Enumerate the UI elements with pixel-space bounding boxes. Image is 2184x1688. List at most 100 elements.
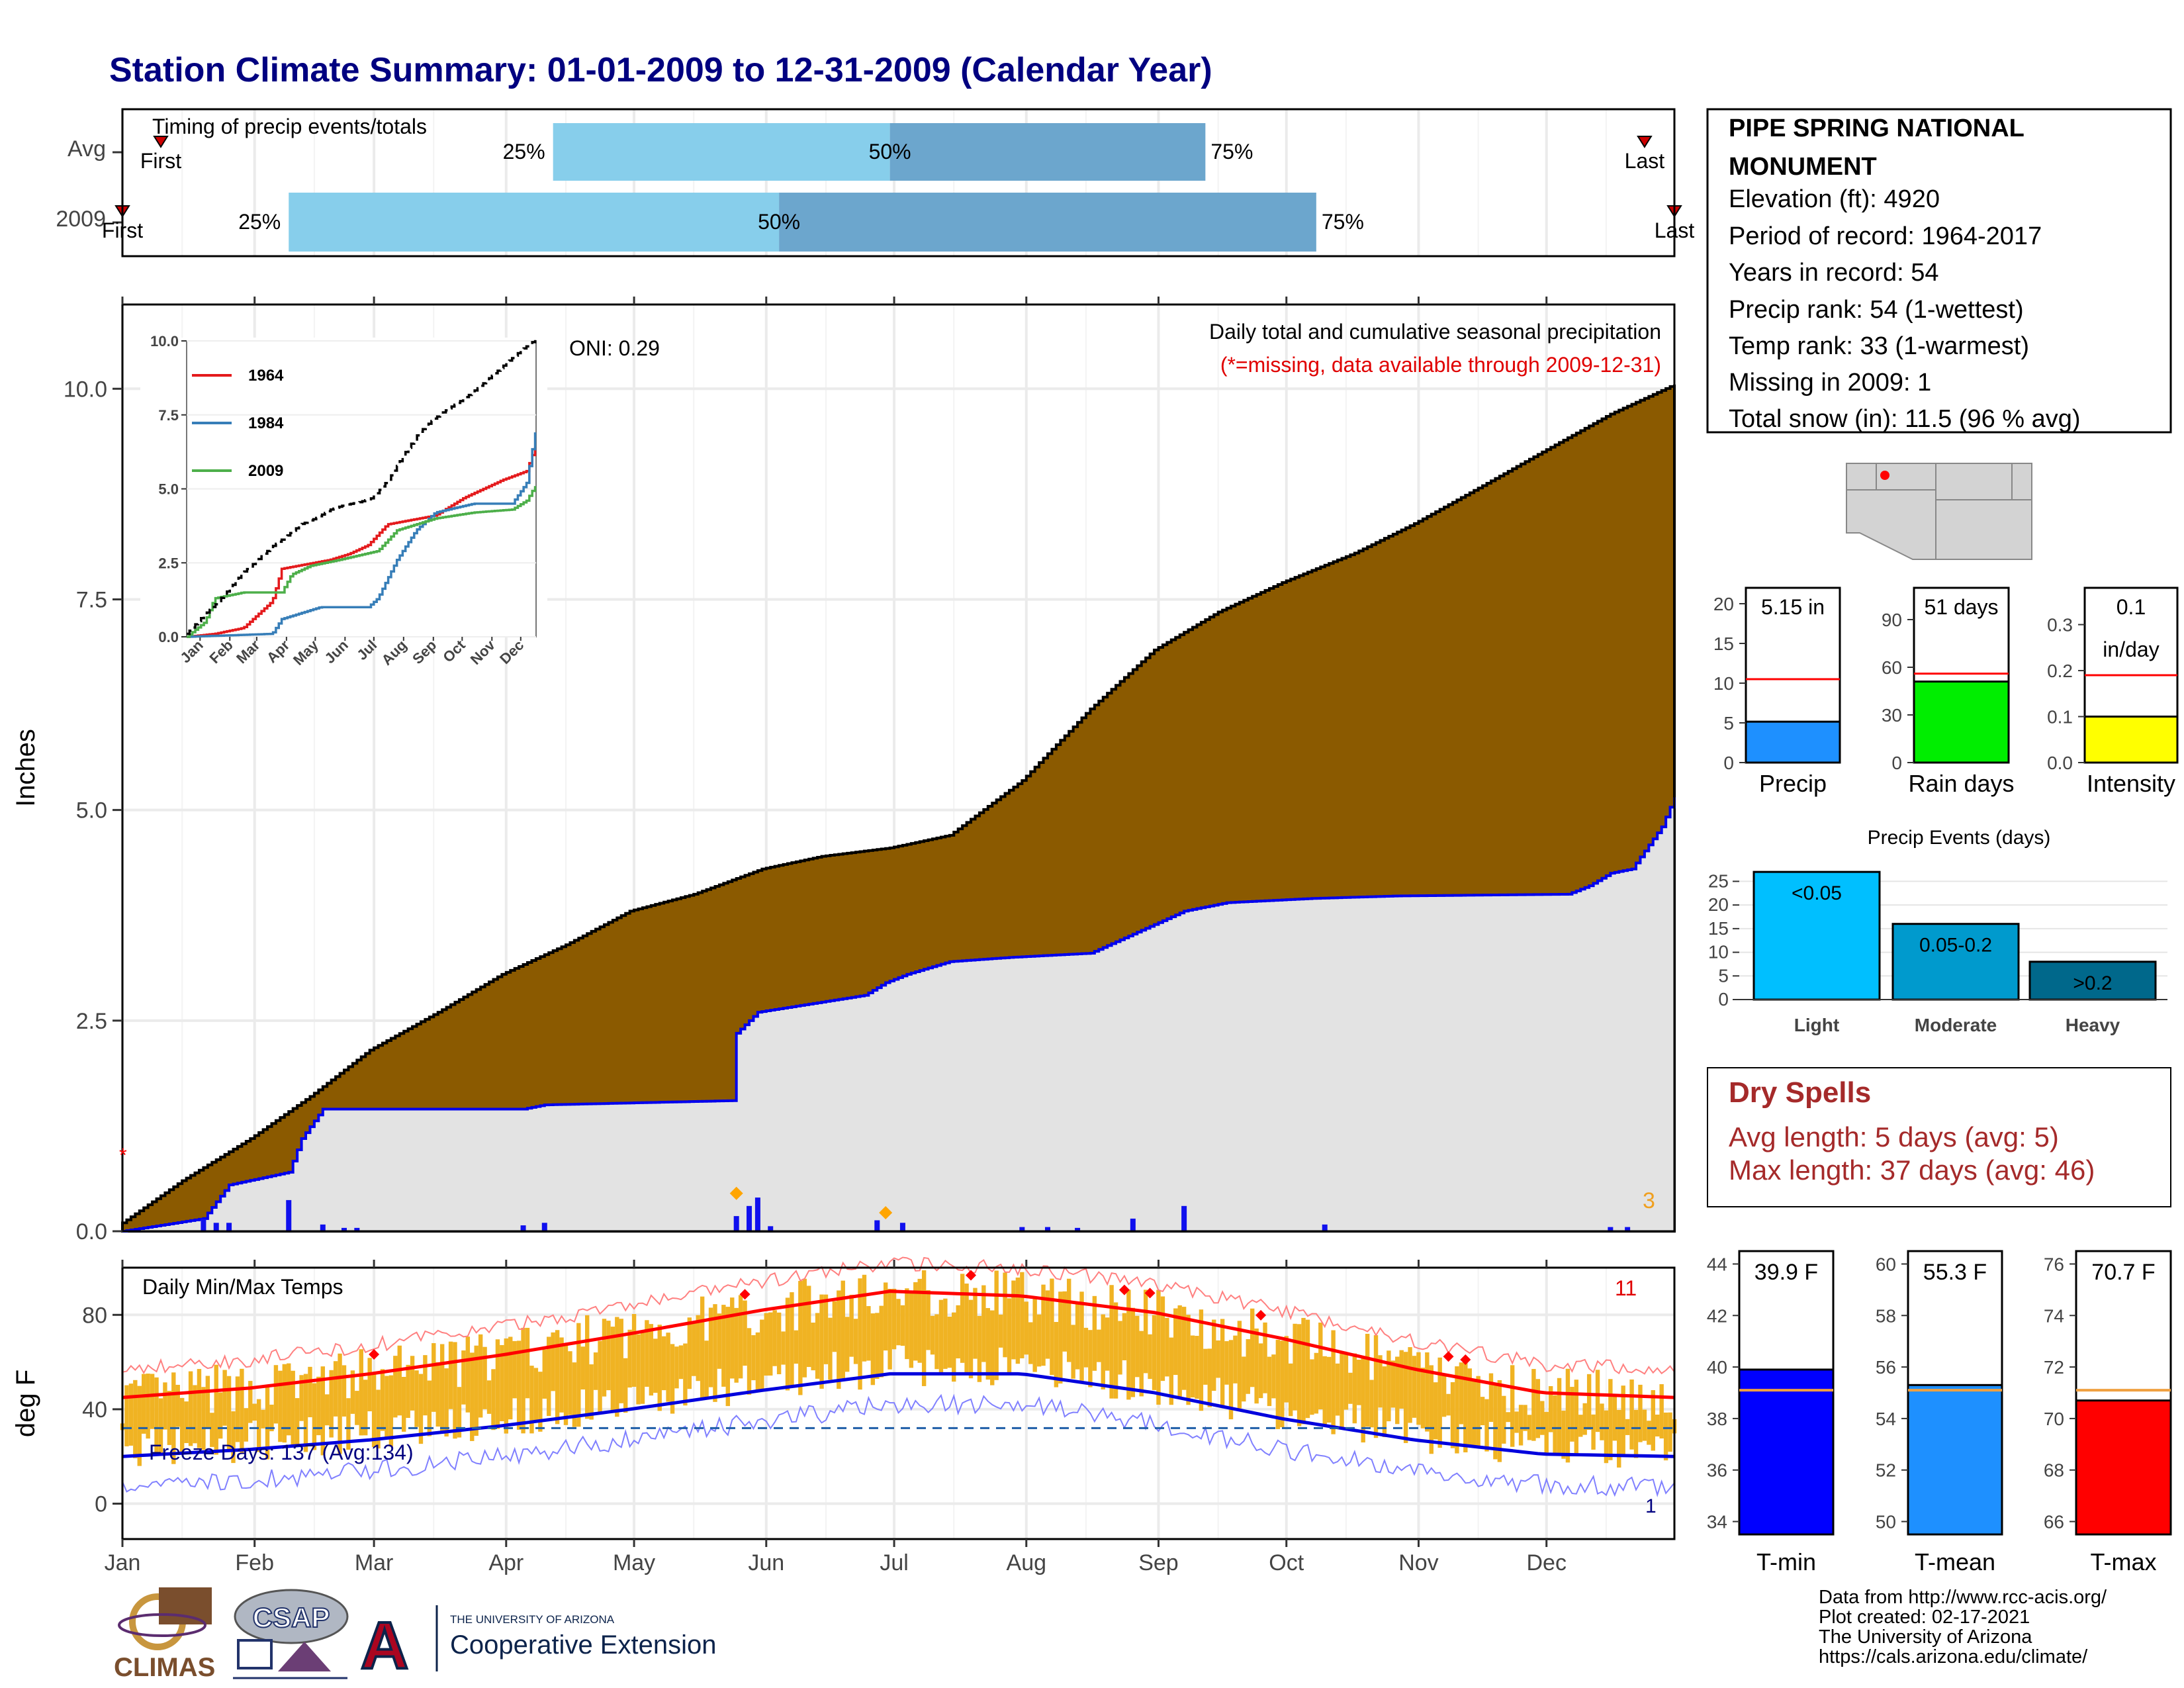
daily-temp-bar: [287, 1363, 291, 1436]
precip-ytick-label-2: 5.0: [76, 798, 107, 823]
temp-tick-label-0: 34: [1707, 1512, 1727, 1532]
daily-temp-bar: [393, 1356, 398, 1418]
temp-count-label: 11: [1615, 1276, 1637, 1300]
timing-bar-25-50: [289, 193, 780, 252]
summary-tick-label-0: 15: [1713, 633, 1734, 654]
daily-temp-bar: [1032, 1297, 1037, 1372]
daily-temp-bar: [1621, 1385, 1625, 1455]
summary-tick-label-1: 60: [1882, 657, 1902, 678]
daily-temp-bar: [1493, 1384, 1498, 1460]
daily-temp-bar: [516, 1340, 522, 1430]
daily-temp-bar: [1523, 1405, 1527, 1431]
precip-ytick-label-4: 10.0: [64, 377, 107, 402]
daily-temp-bar: [917, 1278, 922, 1363]
daily-precip-bar: [201, 1218, 206, 1231]
daily-temp-bar: [1544, 1411, 1549, 1454]
daily-temp-bar: [1565, 1368, 1570, 1463]
daily-temp-bar: [295, 1398, 300, 1446]
temp-ytick-label-2: 80: [82, 1303, 107, 1328]
daily-temp-bar: [747, 1328, 752, 1395]
daily-temp-bar: [1395, 1356, 1400, 1425]
station-years: Years in record: 54: [1729, 259, 1939, 287]
daily-temp-bar: [1625, 1419, 1630, 1435]
station-info-box: PIPE SPRING NATIONAL MONUMENT Elevation (…: [1706, 108, 2172, 434]
summary-value-label-1: 51 days: [1924, 595, 1998, 619]
daily-temp-bar: [913, 1282, 918, 1361]
daily-temp-bar: [1092, 1295, 1097, 1371]
daily-temp-bar: [615, 1317, 619, 1417]
daily-temp-bar: [1007, 1298, 1012, 1375]
daily-temp-bar: [188, 1371, 193, 1446]
daily-temp-bar: [167, 1391, 172, 1445]
month-label-9: Oct: [1269, 1550, 1304, 1575]
events-category-label-0: Light: [1794, 1015, 1839, 1035]
daily-temp-bar: [1105, 1317, 1110, 1371]
ua-logo-letter: A: [361, 1609, 408, 1683]
daily-temp-bar: [610, 1327, 615, 1413]
daily-temp-bar: [1497, 1380, 1502, 1462]
daily-temp-bar: [1271, 1354, 1276, 1399]
daily-precip-bar: [1181, 1205, 1187, 1231]
daily-temp-bar: [359, 1349, 363, 1436]
daily-precip-bar: [874, 1220, 880, 1231]
daily-temp-bar: [704, 1340, 709, 1398]
summary-tick-label-1: 90: [1882, 610, 1902, 630]
daily-temp-bar: [623, 1358, 628, 1413]
temp-bar-label-1: T-mean: [1915, 1548, 1995, 1575]
inset-line-1984: [187, 432, 537, 638]
daily-temp-bar: [1066, 1278, 1071, 1362]
daily-temp-bar: [952, 1312, 956, 1382]
daily-temp-bar: [205, 1376, 210, 1428]
daily-temp-bar: [312, 1383, 317, 1450]
missing-marker: *: [119, 1145, 127, 1166]
daily-temp-bar: [529, 1366, 534, 1434]
daily-temp-bar: [124, 1385, 129, 1446]
station-elevation: Elevation (ft): 4920: [1729, 185, 1940, 213]
station-snow: Total snow (in): 11.5 (96 % avg): [1729, 405, 2081, 433]
daily-temp-bar: [1484, 1399, 1489, 1452]
daily-temp-bar: [1148, 1334, 1152, 1380]
daily-temp-bar: [725, 1307, 731, 1407]
daily-precip-bar: [320, 1224, 326, 1231]
daily-precip-bar: [1130, 1218, 1136, 1231]
daily-temp-bar: [355, 1391, 359, 1425]
daily-temp-bar: [1472, 1379, 1477, 1448]
record-high-marker: [966, 1270, 977, 1281]
daily-temp-bar: [1502, 1395, 1506, 1444]
daily-temp-bar: [875, 1313, 880, 1379]
daily-temp-bar: [533, 1368, 539, 1421]
daily-temp-bar: [133, 1380, 138, 1458]
summary-value-unit-2: in/day: [2103, 637, 2159, 661]
daily-temp-bar: [248, 1381, 253, 1423]
timing-bar-25-50: [553, 123, 890, 181]
daily-temp-bar: [1310, 1359, 1314, 1415]
daily-temp-bar: [802, 1278, 807, 1378]
dry-spells-avg: Avg length: 5 days (avg: 5): [1729, 1121, 2059, 1152]
daily-temp-bar: [1062, 1291, 1067, 1352]
daily-temp-bar: [1079, 1291, 1084, 1381]
footer-source: Data from http://www.rcc-acis.org/: [1819, 1587, 2107, 1608]
daily-temp-bar: [1518, 1405, 1524, 1446]
month-label-5: Jun: [748, 1550, 784, 1575]
daily-temp-bar: [1050, 1278, 1054, 1376]
daily-temp-bar: [580, 1346, 585, 1390]
daily-temp-bar: [231, 1411, 236, 1464]
daily-temp-bar: [1390, 1360, 1396, 1408]
daily-precip-bar: [226, 1223, 232, 1231]
daily-temp-bar: [240, 1368, 244, 1453]
timing-q25-label: 25%: [503, 140, 545, 164]
daily-temp-bar: [943, 1298, 948, 1369]
daily-temp-bar: [1246, 1339, 1250, 1394]
daily-temp-bar: [397, 1345, 402, 1416]
daily-temp-bar: [1045, 1290, 1050, 1359]
csap-logo: CSAP: [233, 1589, 349, 1679]
daily-temp-bar: [781, 1331, 786, 1365]
daily-temp-bar: [158, 1398, 163, 1455]
month-axis: Jan Feb Mar Apr May Jun Jul Aug Sep Oct Nov Dec: [105, 297, 1567, 1575]
daily-temp-bar: [815, 1313, 820, 1379]
daily-temp-bar: [568, 1351, 572, 1415]
timing-row-label: 2009: [56, 207, 106, 232]
daily-temp-bar: [1642, 1409, 1647, 1441]
summary-value-label-0: 5.15 in: [1761, 595, 1825, 619]
